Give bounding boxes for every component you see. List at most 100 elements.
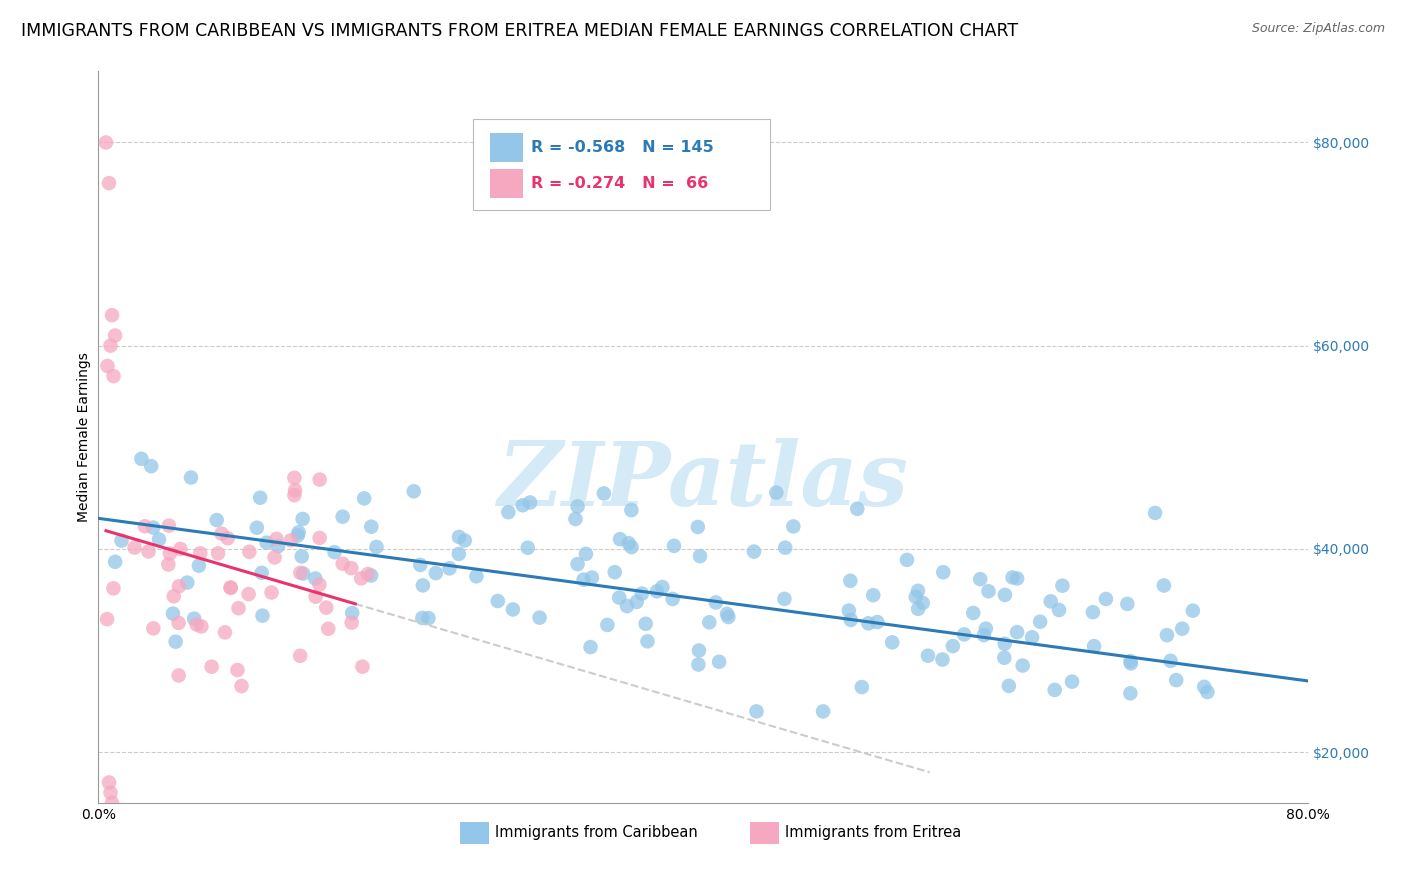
Point [100,856,122,871]
Point [316,622,339,636]
Point [579,640,602,654]
Point [811,705,834,719]
Point [1153,578,1175,592]
Point [180,470,202,484]
Point [183,612,205,626]
Point [773,541,796,555]
Point [176,575,198,590]
Point [858,616,880,631]
Point [357,567,380,582]
Point [124,541,146,555]
Point [962,606,984,620]
Point [846,501,869,516]
Point [851,680,873,694]
Point [1156,628,1178,642]
Point [96,862,118,876]
Point [1160,654,1182,668]
Point [402,484,425,499]
Point [141,459,163,474]
Point [697,615,720,630]
Point [94,136,117,150]
Point [103,582,125,596]
Point [260,585,283,599]
Point [689,549,711,563]
Point [617,536,640,550]
Point [977,584,1000,599]
Point [219,581,242,595]
Point [1047,603,1070,617]
Point [280,533,302,548]
Point [105,805,128,820]
Point [108,826,131,840]
Point [1171,622,1194,636]
Point [1119,654,1142,668]
Point [287,525,309,540]
Point [917,648,939,663]
Point [157,518,180,533]
Point [1011,658,1033,673]
Point [159,547,181,561]
Point [645,584,668,599]
Point [516,541,538,555]
Point [1052,579,1074,593]
Point [567,500,589,514]
Point [142,621,165,635]
Point [1081,605,1104,619]
Point [340,606,363,620]
Point [773,591,796,606]
Point [104,328,127,343]
Point [217,531,239,545]
Point [1005,572,1028,586]
Point [567,557,589,571]
Point [266,532,288,546]
Point [291,549,314,564]
Point [620,540,643,554]
Point [332,557,354,571]
Point [228,601,250,615]
Point [238,545,260,559]
Point [662,539,685,553]
Point [96,612,118,626]
Point [148,533,170,547]
Point [564,512,586,526]
Point [486,594,509,608]
Point [98,176,121,190]
FancyBboxPatch shape [491,133,523,162]
Point [907,602,929,616]
Point [620,503,643,517]
Point [231,679,253,693]
Point [246,521,269,535]
Point [896,553,918,567]
Point [308,473,330,487]
Point [942,639,965,653]
Point [637,634,659,648]
Point [418,611,440,625]
Point [447,530,470,544]
Point [100,786,122,800]
Text: Immigrants from Eritrea: Immigrants from Eritrea [785,825,962,840]
Point [1144,506,1167,520]
Point [931,652,953,666]
Point [904,590,927,604]
Point [465,569,488,583]
Point [974,622,997,636]
Point [350,571,373,585]
Point [412,578,434,592]
Point [862,588,884,602]
Point [366,540,388,554]
Point [651,580,673,594]
Point [529,610,551,624]
Point [138,544,160,558]
Point [287,528,309,542]
Point [332,509,354,524]
Point [603,565,626,579]
Point [103,847,125,861]
Point [167,668,190,682]
Point [688,643,710,657]
Point [581,570,603,584]
Point [1083,639,1105,653]
Point [290,566,312,580]
Point [1119,686,1142,700]
Point [207,546,229,560]
Point [1005,625,1028,640]
